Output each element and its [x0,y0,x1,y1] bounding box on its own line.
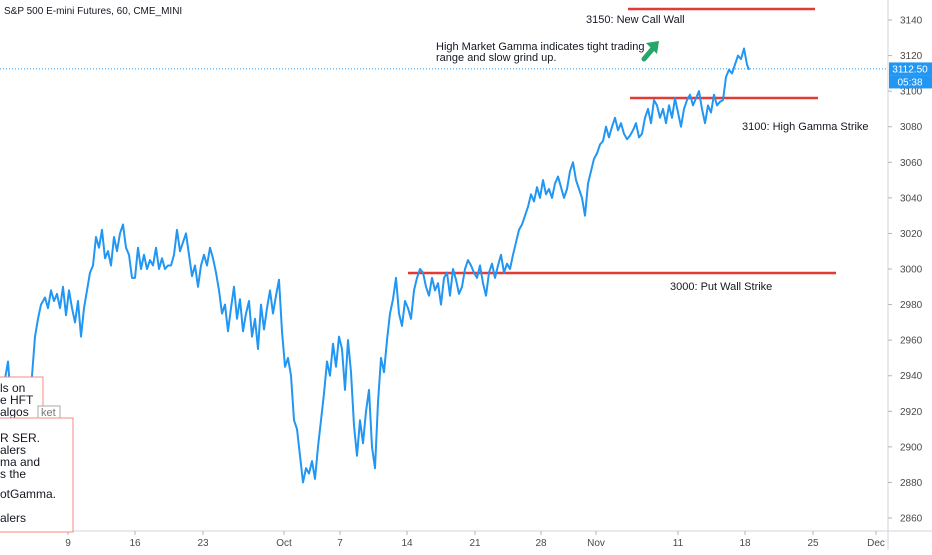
overlay-text-6: ma and [0,455,40,469]
overlay-box-top [0,376,44,419]
x-tick-label: 16 [129,538,141,549]
y-tick-label: 3100 [900,87,923,98]
y-tick-label: 3120 [900,51,923,62]
overlay-text-4: R SER. [0,431,40,445]
y-tick-label: 2860 [900,514,923,525]
y-tick-label: 3140 [900,16,923,27]
overlay-text-1: ls on [0,381,25,395]
overlay-text-9: alers [0,511,26,525]
y-tick-label: 2980 [900,300,923,311]
chart-title: S&P 500 E-mini Futures, 60, CME_MINI [4,6,182,17]
overlay-box-bottom [0,417,74,533]
plot-area[interactable] [0,0,888,531]
bar-countdown: 05:38 [897,77,922,88]
overlay-panel: ls on e HFT algos ket R SER. alers ma an… [0,376,74,533]
y-tick-label: 2880 [900,478,923,489]
x-tick-label: 18 [739,538,751,549]
x-tick-label: Dec [867,538,885,549]
x-axis-ticks: 9 16 23 Oct 7 14 21 28 Nov 11 18 25 Dec [65,531,885,549]
x-tick-label: 28 [535,538,547,549]
y-tick-label: 2900 [900,442,923,453]
y-tick-label: 3020 [900,229,923,240]
x-tick-label: 21 [469,538,481,549]
x-tick-label: 7 [337,538,343,549]
put-wall-label: 3000: Put Wall Strike [670,281,772,293]
overlay-text-8: otGamma. [0,487,56,501]
last-price-tag: 3112.50 05:38 [889,62,932,89]
x-tick-label: Nov [587,538,605,549]
call-wall-label: 3150: New Call Wall [586,14,685,26]
x-tick-label: 14 [401,538,413,549]
x-tick-label: 25 [807,538,819,549]
y-tick-label: 2940 [900,371,923,382]
y-tick-label: 2920 [900,407,923,418]
overlay-text-7: s the [0,467,26,481]
x-tick-label: 9 [65,538,71,549]
gamma-note-line-1: High Market Gamma indicates tight tradin… [436,41,644,53]
y-tick-label: 3080 [900,122,923,133]
gamma-note-line-2: range and slow grind up. [436,52,556,64]
high-gamma-label: 3100: High Gamma Strike [742,121,869,133]
last-price-value: 3112.50 [892,64,928,75]
x-tick-label: 23 [197,538,209,549]
y-tick-label: 2960 [900,336,923,347]
y-axis-ticks: 2860 2880 2900 2920 2940 2960 2980 3000 3020 3040… [888,16,923,525]
y-tick-label: 3060 [900,158,923,169]
price-series-line [0,47,750,484]
overlay-text-2: e HFT [0,393,34,407]
y-tick-label: 3040 [900,193,923,204]
x-tick-label: Oct [276,538,292,549]
overlay-text-5: alers [0,443,26,457]
overlay-tab-text: ket [41,407,56,419]
overlay-text-3: algos [0,405,29,419]
y-tick-label: 3000 [900,265,923,276]
up-right-arrow-icon [641,41,659,62]
x-tick-label: 11 [673,538,684,549]
